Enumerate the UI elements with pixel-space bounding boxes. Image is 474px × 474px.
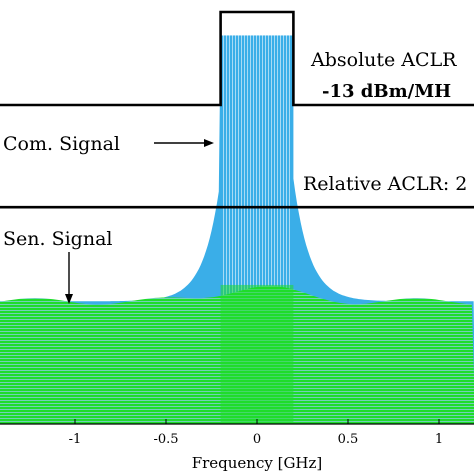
absolute-aclr-value: -13 dBm/MH: [322, 81, 451, 102]
com-signal-arrow: [154, 139, 214, 147]
x-axis-title: Frequency [GHz]: [192, 454, 323, 472]
com-signal-label: Com. Signal: [3, 133, 120, 155]
relative-aclr-label: Relative ACLR: 2: [303, 173, 467, 195]
sen-signal-inband-area: [220, 284, 294, 424]
x-tick-label: -0.5: [153, 432, 178, 447]
x-tick-label: 0.5: [338, 432, 359, 447]
absolute-aclr-label: Absolute ACLR: [310, 49, 457, 71]
x-tick-label: 0: [253, 432, 261, 447]
aclr-mask-line: [0, 10, 474, 107]
x-tick-label: -1: [69, 432, 82, 447]
sen-signal-arrow: [65, 252, 73, 304]
sen-signal-label: Sen. Signal: [3, 228, 112, 250]
x-tick-label: 1: [435, 432, 443, 447]
